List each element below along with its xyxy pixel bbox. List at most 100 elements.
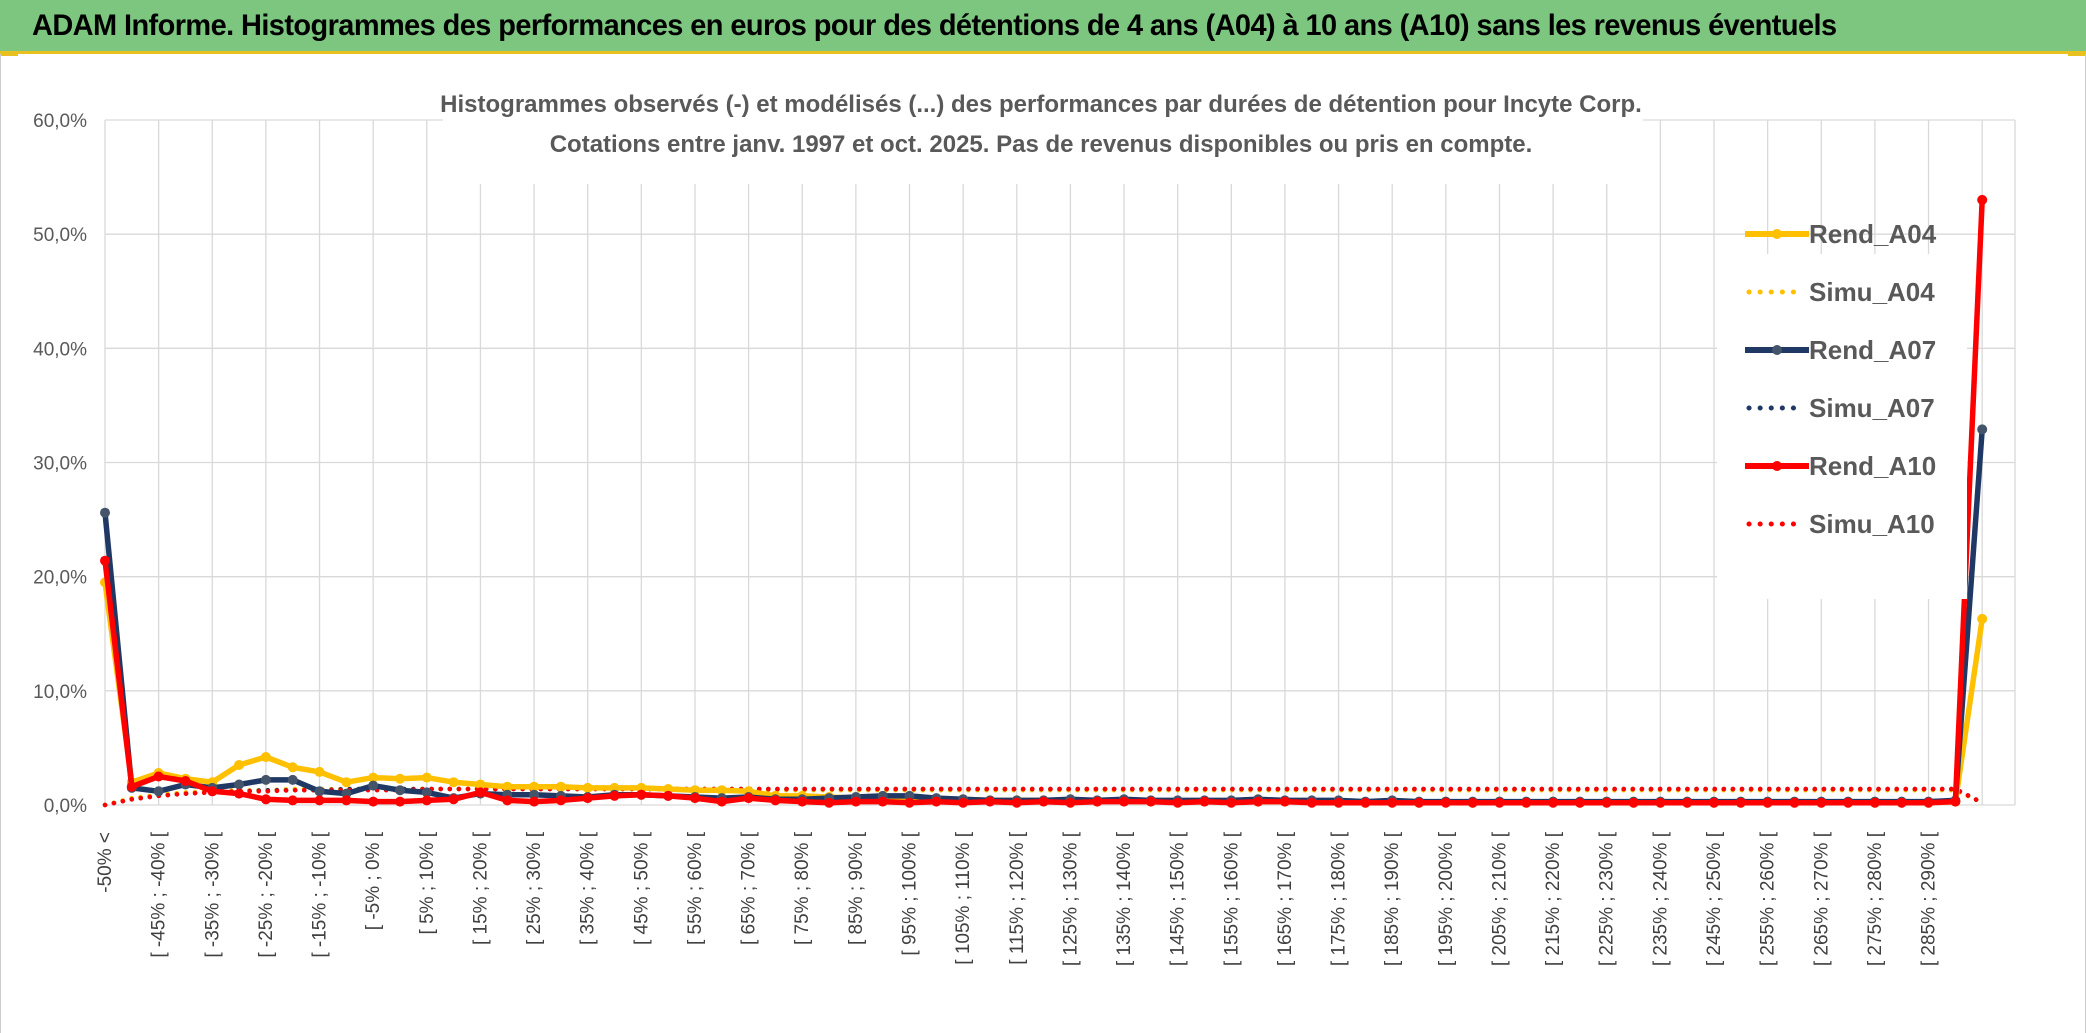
y-tick-label: 10,0% [33, 682, 87, 703]
point-Rend_A04 [448, 777, 459, 788]
x-tick-label: [ 265% ; 270% [ [1811, 831, 1832, 966]
point-Rend_A10 [904, 797, 915, 808]
y-tick-label: 20,0% [33, 568, 87, 589]
chart-area: Histogrammes observés (-) et modélisés (… [0, 54, 2086, 1033]
point-Rend_A10 [1923, 797, 1934, 808]
legend-marker [1772, 461, 1782, 471]
point-Rend_A10 [1494, 797, 1505, 808]
x-tick-label: [ 195% ; 200% [ [1436, 831, 1457, 966]
point-Rend_A10 [368, 796, 379, 807]
point-Rend_A10 [636, 789, 647, 800]
point-Rend_A04 [341, 777, 352, 788]
point-Rend_A10 [1843, 797, 1854, 808]
point-Rend_A10 [1601, 797, 1612, 808]
point-Rend_A10 [529, 796, 540, 807]
legend: Rend_A04 Simu_A04 Rend_A07 Simu_A07 Rend_A10… [1717, 219, 1967, 599]
legend-entry-Rend_A07: Rend_A07 [1745, 335, 1936, 365]
point-Rend_A04 [502, 781, 513, 792]
point-Rend_A10 [690, 793, 700, 804]
point-Rend_A10 [234, 788, 245, 799]
y-tick-label: 30,0% [33, 454, 87, 475]
x-tick-label: [ -5% ; 0% [ [363, 831, 384, 930]
point-Rend_A07 [100, 507, 110, 518]
point-Rend_A04 [421, 772, 432, 783]
point-Rend_A10 [985, 796, 995, 807]
x-tick-label: [ 75% ; 80% [ [792, 831, 813, 945]
point-Rend_A10 [931, 796, 942, 807]
point-Rend_A10 [877, 796, 888, 807]
point-Rend_A10 [1628, 797, 1639, 808]
x-tick-label: -50% < [95, 832, 116, 893]
series-Simu_A10 [102, 786, 1985, 808]
point-Rend_A10 [1387, 797, 1398, 808]
chart-title-line1: Histogrammes observés (-) et modélisés (… [440, 91, 1642, 118]
point-Rend_A10 [1333, 797, 1344, 808]
point-Rend_A10 [421, 795, 432, 806]
point-Rend_A10 [1360, 797, 1371, 808]
point-Rend_A04 [716, 785, 727, 796]
point-Rend_A10 [207, 786, 218, 797]
point-Rend_A07 [368, 780, 379, 791]
point-Rend_A10 [958, 797, 969, 808]
series-lines [100, 194, 1988, 808]
x-tick-label: [ 245% ; 250% [ [1704, 831, 1725, 966]
x-tick-label: [ 105% ; 110% [ [953, 831, 974, 964]
point-Rend_A10 [1306, 797, 1317, 808]
point-Rend_A10 [1253, 796, 1264, 807]
point-Rend_A10 [1709, 797, 1719, 808]
x-tick-label: [ 225% ; 230% [ [1597, 831, 1618, 966]
point-Rend_A10 [582, 793, 593, 804]
point-Rend_A04 [475, 779, 486, 790]
point-Rend_A04 [663, 784, 674, 794]
point-Rend_A07 [314, 786, 325, 797]
point-Rend_A10 [314, 795, 325, 806]
corner-marker-right [2068, 52, 2086, 56]
x-tick-label: [ 115% ; 120% [ [1007, 831, 1028, 964]
legend-entry-Simu_A04: Simu_A04 [1746, 277, 1935, 307]
y-axis-labels: 0,0% 10,0% 20,0% 30,0% 40,0% 50,0% 60,0% [33, 111, 87, 817]
point-Rend_A10 [797, 796, 808, 807]
point-Rend_A10 [1521, 797, 1532, 808]
point-Rend_A10 [1226, 797, 1237, 808]
point-Rend_A10 [395, 796, 405, 807]
x-tick-label: [ -35% ; -30% [ [202, 831, 223, 957]
point-Rend_A04 [314, 766, 325, 777]
point-Rend_A07 [529, 789, 540, 800]
point-Rend_A07 [421, 787, 432, 798]
legend-label: Simu_A10 [1809, 509, 1935, 539]
x-axis-labels: -50% < [ -45% ; -40% [[ -35% ; -30% [[ -2… [95, 831, 1940, 966]
chart-title-background [443, 80, 1643, 184]
point-Rend_A10 [1011, 797, 1022, 808]
series-Rend_A04 [100, 577, 1988, 808]
point-Rend_A10 [743, 793, 754, 804]
x-tick-label: [ 125% ; 130% [ [1060, 831, 1081, 966]
y-tick-label: 50,0% [33, 225, 87, 246]
point-Rend_A10 [663, 790, 674, 801]
x-tick-label: [ 215% ; 220% [ [1543, 831, 1564, 966]
point-Rend_A04 [1977, 613, 1988, 624]
point-Rend_A04 [529, 781, 540, 792]
point-Rend_A04 [234, 760, 245, 770]
x-tick-label: [ 15% ; 20% [ [470, 831, 491, 945]
x-tick-label: [ 255% ; 260% [ [1758, 831, 1779, 966]
point-Rend_A07 [287, 774, 298, 785]
point-Rend_A10 [1440, 797, 1451, 808]
point-Rend_A10 [1655, 797, 1666, 808]
point-Rend_A10 [475, 787, 486, 798]
legend-entry-Rend_A10: Rend_A10 [1745, 451, 1936, 481]
x-tick-label: [ 85% ; 90% [ [846, 831, 867, 945]
point-Rend_A10 [260, 794, 271, 805]
point-Rend_A10 [1467, 797, 1478, 808]
point-Rend_A10 [1789, 797, 1800, 808]
x-tick-label: [ 185% ; 190% [ [1382, 831, 1403, 966]
point-Rend_A10 [716, 796, 727, 807]
line-Rend_A07 [102, 429, 1985, 805]
point-Rend_A10 [1092, 796, 1103, 807]
point-Rend_A10 [126, 781, 137, 792]
x-tick-label: [ 205% ; 210% [ [1489, 831, 1510, 966]
legend-label: Rend_A10 [1809, 451, 1936, 481]
legend-entry-Simu_A10: Simu_A10 [1746, 509, 1935, 539]
legend-label: Rend_A04 [1809, 219, 1937, 249]
point-Rend_A04 [395, 773, 405, 784]
point-Rend_A10 [609, 790, 620, 801]
